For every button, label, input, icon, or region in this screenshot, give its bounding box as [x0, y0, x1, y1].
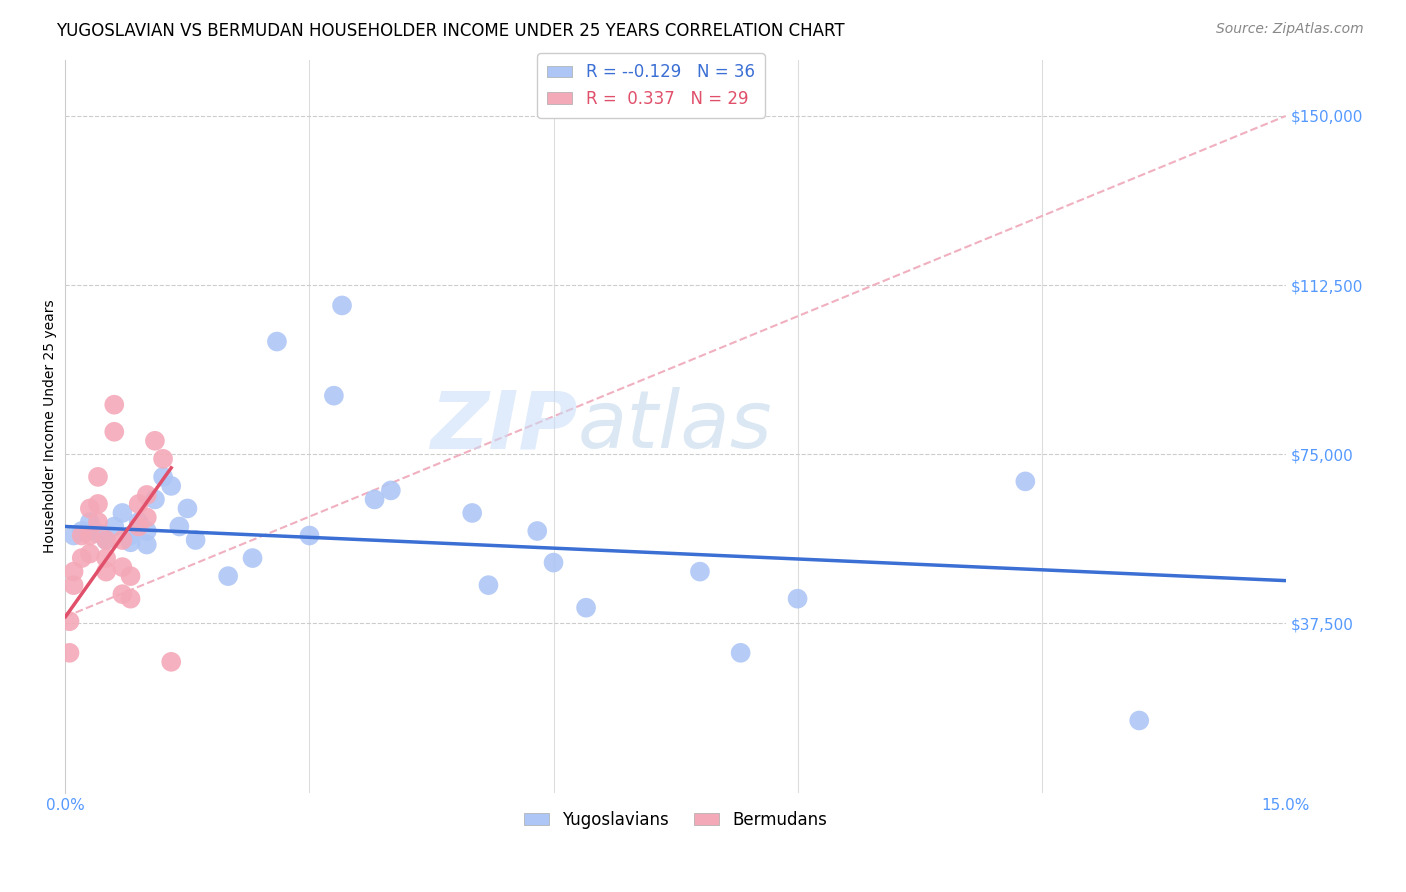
Point — [103, 519, 125, 533]
Point — [87, 470, 110, 484]
Point — [160, 655, 183, 669]
Point — [526, 524, 548, 538]
Point — [94, 551, 117, 566]
Point — [103, 425, 125, 439]
Point — [730, 646, 752, 660]
Point — [217, 569, 239, 583]
Point — [70, 524, 93, 538]
Point — [111, 560, 134, 574]
Point — [94, 565, 117, 579]
Point — [1014, 475, 1036, 489]
Point — [58, 614, 80, 628]
Point — [70, 528, 93, 542]
Point — [70, 551, 93, 566]
Point — [477, 578, 499, 592]
Point — [94, 533, 117, 547]
Point — [266, 334, 288, 349]
Point — [689, 565, 711, 579]
Text: ZIP: ZIP — [430, 387, 578, 465]
Point — [176, 501, 198, 516]
Point — [120, 591, 142, 606]
Point — [120, 528, 142, 542]
Point — [111, 533, 134, 547]
Point — [87, 526, 110, 541]
Point — [135, 488, 157, 502]
Text: Source: ZipAtlas.com: Source: ZipAtlas.com — [1216, 22, 1364, 37]
Point — [184, 533, 207, 547]
Point — [87, 515, 110, 529]
Point — [461, 506, 484, 520]
Point — [298, 528, 321, 542]
Point — [543, 556, 565, 570]
Point — [322, 389, 344, 403]
Point — [79, 501, 101, 516]
Point — [242, 551, 264, 566]
Point — [128, 497, 150, 511]
Point — [152, 451, 174, 466]
Point — [128, 519, 150, 533]
Point — [1128, 714, 1150, 728]
Point — [62, 565, 84, 579]
Point — [103, 398, 125, 412]
Point — [87, 497, 110, 511]
Point — [58, 646, 80, 660]
Point — [135, 510, 157, 524]
Point — [169, 519, 191, 533]
Point — [111, 587, 134, 601]
Point — [62, 578, 84, 592]
Point — [135, 524, 157, 538]
Point — [160, 479, 183, 493]
Legend: Yugoslavians, Bermudans: Yugoslavians, Bermudans — [517, 805, 834, 836]
Point — [786, 591, 808, 606]
Point — [120, 569, 142, 583]
Text: YUGOSLAVIAN VS BERMUDAN HOUSEHOLDER INCOME UNDER 25 YEARS CORRELATION CHART: YUGOSLAVIAN VS BERMUDAN HOUSEHOLDER INCO… — [56, 22, 845, 40]
Point — [94, 533, 117, 547]
Point — [143, 434, 166, 448]
Y-axis label: Householder Income Under 25 years: Householder Income Under 25 years — [44, 300, 58, 553]
Point — [79, 547, 101, 561]
Point — [330, 298, 353, 312]
Point — [79, 528, 101, 542]
Point — [79, 515, 101, 529]
Point — [363, 492, 385, 507]
Point — [62, 528, 84, 542]
Point — [128, 515, 150, 529]
Text: atlas: atlas — [578, 387, 773, 465]
Point — [120, 535, 142, 549]
Point — [143, 492, 166, 507]
Point — [135, 537, 157, 551]
Point — [575, 600, 598, 615]
Point — [111, 506, 134, 520]
Point — [152, 470, 174, 484]
Point — [380, 483, 402, 498]
